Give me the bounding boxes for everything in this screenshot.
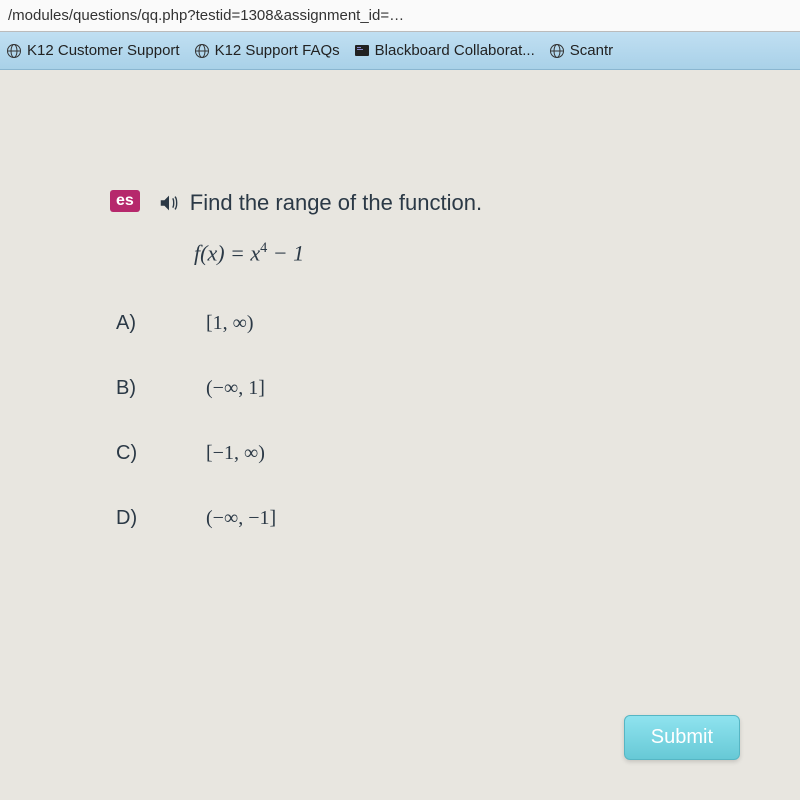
option-b[interactable]: B) (−∞, 1] — [116, 377, 700, 400]
option-label: A) — [116, 312, 146, 335]
option-value: (−∞, −1] — [206, 507, 276, 530]
option-label: B) — [116, 377, 146, 400]
bookmark-label: K12 Customer Support — [27, 42, 180, 59]
option-d[interactable]: D) (−∞, −1] — [116, 507, 700, 530]
url-text: /modules/questions/qq.php?testid=1308&as… — [8, 7, 404, 24]
question-formula: f(x) = x4 − 1 — [194, 240, 700, 266]
address-bar[interactable]: /modules/questions/qq.php?testid=1308&as… — [0, 0, 800, 32]
globe-icon — [6, 43, 22, 59]
option-value: (−∞, 1] — [206, 377, 265, 400]
bookmark-k12-support[interactable]: K12 Customer Support — [6, 42, 180, 59]
bookmark-blackboard[interactable]: Blackboard Collaborat... — [354, 42, 535, 59]
speaker-icon[interactable] — [158, 192, 180, 214]
option-value: [−1, ∞) — [206, 442, 265, 465]
submit-area: Submit — [624, 715, 740, 760]
globe-icon — [549, 43, 565, 59]
question-prompt: Find the range of the function. — [158, 190, 482, 216]
option-label: D) — [116, 507, 146, 530]
prompt-text: Find the range of the function. — [190, 190, 482, 216]
option-a[interactable]: A) [1, ∞) — [116, 312, 700, 335]
formula-suffix: − 1 — [267, 240, 304, 265]
bookmark-k12-faqs[interactable]: K12 Support FAQs — [194, 42, 340, 59]
option-label: C) — [116, 442, 146, 465]
formula-prefix: f(x) = x — [194, 240, 260, 265]
submit-button[interactable]: Submit — [624, 715, 740, 760]
bookmark-label: Scantr — [570, 42, 613, 59]
language-badge[interactable]: es — [110, 190, 140, 212]
bookmark-label: K12 Support FAQs — [215, 42, 340, 59]
option-value: [1, ∞) — [206, 312, 254, 335]
blackboard-icon — [354, 43, 370, 59]
bookmark-label: Blackboard Collaborat... — [375, 42, 535, 59]
question-content: es Find the range of the function. f(x) … — [0, 70, 800, 530]
globe-icon — [194, 43, 210, 59]
bookmark-scantr[interactable]: Scantr — [549, 42, 613, 59]
bookmark-bar: K12 Customer Support K12 Support FAQs Bl… — [0, 32, 800, 70]
question-header: es Find the range of the function. — [110, 190, 700, 216]
option-c[interactable]: C) [−1, ∞) — [116, 442, 700, 465]
